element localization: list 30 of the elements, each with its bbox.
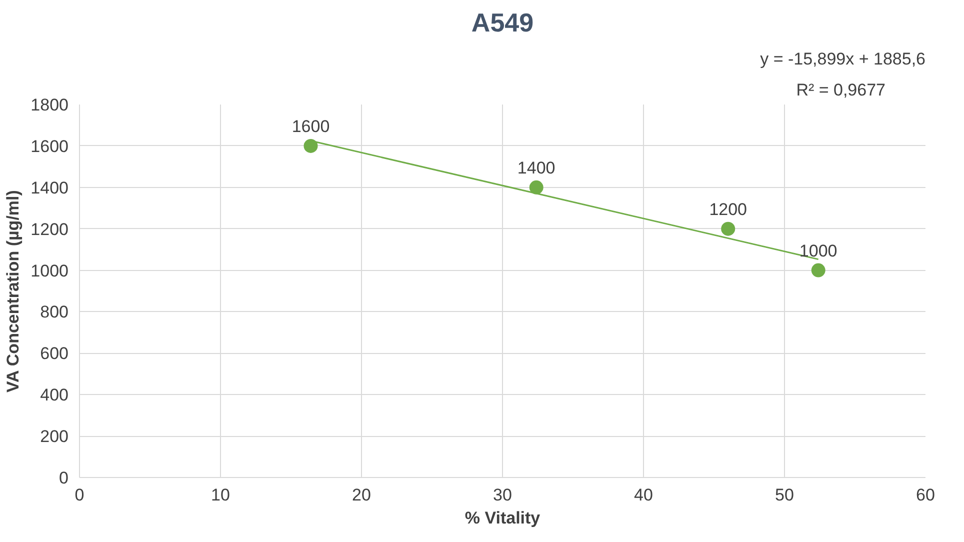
y-tick-label: 200 — [40, 427, 69, 446]
point — [304, 138, 318, 153]
y-tick-label: 800 — [40, 302, 69, 322]
point — [721, 222, 736, 236]
y-tick-label: 1000 — [30, 261, 69, 280]
data-label: 1200 — [709, 200, 748, 219]
y-tick-label: 400 — [40, 386, 69, 405]
x-tick-label: 50 — [775, 486, 794, 504]
point — [529, 180, 544, 194]
x-tick-label: 10 — [211, 486, 230, 504]
point — [811, 263, 826, 278]
text: R² = 0,9677 — [796, 80, 886, 100]
y-tick-label: 0 — [59, 468, 69, 488]
x-tick-label: 60 — [916, 486, 935, 504]
x-tick-label: 0 — [74, 486, 84, 504]
text: y = -15,899x + 1885,6 — [760, 50, 926, 68]
x-tick-label: 30 — [493, 486, 512, 504]
data-label: 1000 — [799, 241, 838, 260]
x-axis-title: % Vitality — [464, 508, 541, 528]
y-tick-label: 1400 — [30, 178, 69, 198]
y-tick-label: 1800 — [30, 96, 69, 114]
data-label: 1600 — [292, 116, 330, 136]
y-tick-label: 1600 — [30, 136, 69, 156]
y-axis-title: VA Concentration (µg/ml) — [4, 190, 23, 393]
y-tick-label: 1200 — [30, 220, 69, 239]
data-label: 1400 — [517, 158, 556, 178]
x-tick-label: 20 — [352, 486, 371, 504]
x-tick-label: 40 — [634, 486, 653, 504]
y-tick-label: 600 — [40, 344, 69, 364]
chart-title: A549 — [471, 8, 534, 38]
